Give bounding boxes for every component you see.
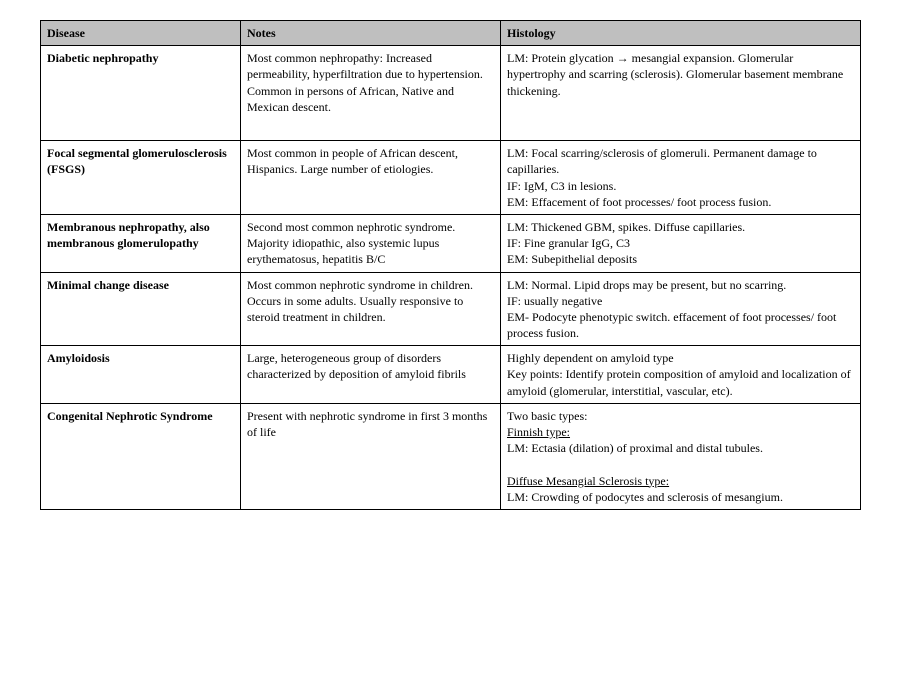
histology-line: EM- Podocyte phenotypic switch. effaceme… [507,310,836,340]
table-row: Focal segmental glomerulosclerosis (FSGS… [41,141,861,215]
col-header-disease: Disease [41,21,241,46]
table-row: Amyloidosis Large, heterogeneous group o… [41,346,861,404]
histology-line: EM: Effacement of foot processes/ foot p… [507,195,771,209]
histology-line: IF: usually negative [507,294,602,308]
cell-disease: Focal segmental glomerulosclerosis (FSGS… [41,141,241,215]
histology-line: IF: Fine granular IgG, C3 [507,236,630,250]
cell-histology: LM: Focal scarring/sclerosis of glomerul… [501,141,861,215]
cell-disease: Membranous nephropathy, also membranous … [41,214,241,272]
table-body: Diabetic nephropathy Most common nephrop… [41,46,861,510]
histology-line: LM: Protein glycation → mesangial expans… [507,51,843,97]
cell-histology: LM: Normal. Lipid drops may be present, … [501,272,861,346]
histology-type-lm: LM: Crowding of podocytes and sclerosis … [507,490,783,504]
cell-histology: LM: Protein glycation → mesangial expans… [501,46,861,141]
table-row: Membranous nephropathy, also membranous … [41,214,861,272]
cell-disease: Congenital Nephrotic Syndrome [41,403,241,509]
col-header-notes: Notes [241,21,501,46]
histology-line: IF: IgM, C3 in lesions. [507,179,616,193]
cell-disease: Diabetic nephropathy [41,46,241,141]
cell-disease: Minimal change disease [41,272,241,346]
cell-disease: Amyloidosis [41,346,241,404]
cell-notes: Most common nephrotic syndrome in childr… [241,272,501,346]
histology-intro: Two basic types: [507,409,587,423]
cell-notes: Most common nephropathy: Increased perme… [241,46,501,141]
histology-line: LM: Thickened GBM, spikes. Diffuse capil… [507,220,745,234]
cell-notes: Most common in people of African descent… [241,141,501,215]
table-header-row: Disease Notes Histology [41,21,861,46]
histology-type-name: Finnish type: [507,425,570,439]
cell-notes: Large, heterogeneous group of disorders … [241,346,501,404]
cell-histology: Two basic types: Finnish type: LM: Ectas… [501,403,861,509]
cell-histology: LM: Thickened GBM, spikes. Diffuse capil… [501,214,861,272]
nephrotic-syndrome-table: Disease Notes Histology Diabetic nephrop… [40,20,861,510]
histology-line: Key points: Identify protein composition… [507,367,851,397]
cell-notes: Present with nephrotic syndrome in first… [241,403,501,509]
histology-line: LM: Normal. Lipid drops may be present, … [507,278,786,292]
histology-line: LM: Focal scarring/sclerosis of glomerul… [507,146,817,176]
table-row: Congenital Nephrotic Syndrome Present wi… [41,403,861,509]
histology-type-lm: LM: Ectasia (dilation) of proximal and d… [507,441,763,455]
table-row: Minimal change disease Most common nephr… [41,272,861,346]
histology-line: Highly dependent on amyloid type [507,351,674,365]
table-row: Diabetic nephropathy Most common nephrop… [41,46,861,141]
col-header-histology: Histology [501,21,861,46]
histology-type-name: Diffuse Mesangial Sclerosis type: [507,474,669,488]
cell-histology: Highly dependent on amyloid type Key poi… [501,346,861,404]
histology-line: EM: Subepithelial deposits [507,252,637,266]
cell-notes: Second most common nephrotic syndrome. M… [241,214,501,272]
